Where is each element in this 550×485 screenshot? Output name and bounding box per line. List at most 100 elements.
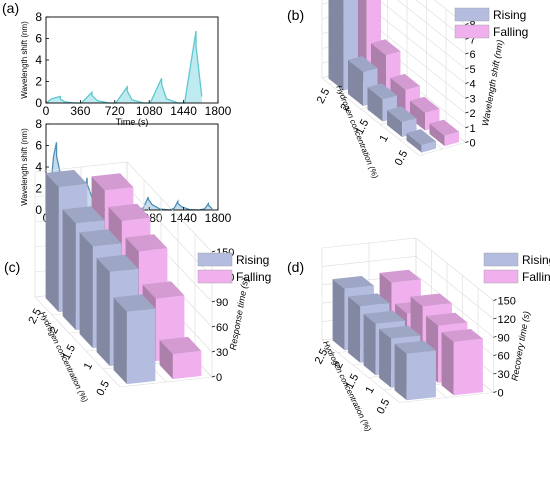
z-tick-label: 60: [498, 351, 510, 363]
category-tick-label: 2: [332, 360, 345, 371]
bar-rising-4-side: [406, 133, 422, 153]
x-tick-label: 1800: [205, 104, 232, 118]
y-tick-label: 2: [35, 75, 42, 89]
bar-falling-0-top: [379, 269, 421, 283]
bar-falling-4-front: [444, 131, 459, 147]
bar-falling-3-side: [410, 100, 426, 131]
bar-rising-2-top: [367, 83, 397, 100]
z-tick-mark: [493, 391, 497, 393]
category-tick-label: 1: [377, 133, 390, 144]
bar-falling-4-top: [429, 119, 459, 136]
z-tick-mark: [465, 37, 469, 40]
z-tick-label: 60: [216, 322, 228, 334]
x-tick-label: 1440: [170, 211, 197, 225]
y-tick-label: 6: [35, 139, 42, 153]
bar-falling-3-top: [142, 281, 185, 299]
bar-falling-4-front: [453, 338, 483, 396]
panel-label-c: (c): [4, 259, 20, 275]
bar-rising-3-top: [96, 254, 139, 272]
bar-rising-2-top: [79, 229, 122, 247]
bar-falling-2-top: [410, 293, 452, 307]
category-tick-label: 2: [338, 102, 351, 113]
y-tick-label: 0: [35, 203, 42, 217]
z-tick-mark: [493, 372, 497, 375]
bar-falling-2-top: [390, 73, 420, 90]
bar-rising-1-top: [348, 56, 378, 73]
bar-rising-4-side: [394, 343, 407, 401]
bar-rising-3-top: [379, 325, 421, 339]
legend-label-rising: Rising: [236, 253, 269, 267]
z-tick-label: 7: [470, 34, 476, 46]
z-tick-mark: [493, 354, 497, 357]
legend-label-falling: Falling: [522, 270, 550, 284]
floor-gridline: [321, 339, 400, 403]
x-axis-label: Time (s): [116, 117, 149, 127]
bar-rising-4-front: [406, 350, 436, 401]
y-tick-label: 2: [35, 182, 42, 196]
z-tick-label: 3: [470, 93, 476, 105]
bar3d-chart-b: 012345678Wavelength shift (nm)2.521.510.…: [315, 0, 528, 180]
bar-rising-1-side: [348, 296, 361, 363]
z-tick-mark: [211, 250, 216, 253]
z-tick-label: 2: [470, 108, 476, 120]
y-tick-label: 4: [35, 160, 42, 174]
floor-gridline: [321, 77, 420, 156]
x-tick-label: 0: [43, 104, 50, 118]
bar-rising-3-side: [387, 110, 403, 138]
bar-rising-1-side: [348, 60, 364, 107]
bar3d-chart-c: 0306090120150Response time (s)2.521.510.…: [26, 161, 271, 404]
z-tick-mark: [465, 52, 469, 55]
z-axis-label: Wavelength shift (nm): [480, 39, 505, 127]
bar-rising-2-top: [363, 310, 405, 324]
bar-rising-3-side: [379, 328, 392, 388]
category-tick-label: 0.5: [393, 149, 411, 168]
bar-falling-3-top: [410, 96, 440, 113]
legend-swatch-falling: [454, 24, 490, 39]
legend-label-rising: Rising: [522, 253, 550, 267]
panel-label-b: (b): [287, 7, 304, 23]
bar-rising-1-top: [62, 206, 105, 224]
x-tick-label: 720: [105, 104, 125, 118]
category-tick-label: 0.5: [94, 379, 112, 398]
bar-falling-3-top: [426, 312, 468, 326]
y-tick-label: 8: [35, 117, 42, 131]
bar-rising-4-top: [394, 340, 436, 354]
wall-gridline: [321, 0, 466, 70]
bar-rising-4-front: [126, 308, 156, 385]
legend-label-falling: Falling: [493, 25, 528, 39]
z-tick-label: 30: [498, 369, 510, 381]
wall-gridline: [415, 0, 466, 40]
bar-rising-4-top: [113, 294, 156, 312]
category-tick-label: 0.5: [375, 397, 393, 416]
z-tick-mark: [465, 82, 469, 84]
z-tick-mark: [493, 335, 497, 338]
legend-label-falling: Falling: [236, 270, 271, 284]
y-axis-label: Wavelength shift (nm): [20, 21, 29, 99]
z-tick-label: 150: [498, 296, 516, 308]
panel-label-d: (d): [287, 259, 304, 275]
bar-falling-1-top: [108, 203, 151, 221]
series-line-a-top: [45, 30, 203, 104]
bar-rising-0-side: [328, 0, 344, 91]
bar-falling-4-side: [441, 332, 454, 396]
legend-label-rising: Rising: [493, 8, 526, 22]
category-tick-label: 1: [82, 361, 95, 372]
z-tick-mark: [465, 111, 469, 114]
bar-rising-3-side: [96, 257, 110, 367]
series-area-fill-a-bottom: [46, 142, 213, 210]
bar-falling-2-top: [125, 234, 168, 252]
z-tick-label: 4: [470, 79, 476, 91]
z-tick-label: 6: [470, 49, 476, 61]
x-tick-label: 1080: [136, 104, 163, 118]
z-tick-label: 0: [216, 372, 222, 384]
bar-falling-0-top: [91, 173, 134, 191]
z-tick-label: 0: [470, 138, 476, 150]
x-tick-label: 360: [70, 104, 90, 118]
bar-rising-2-side: [79, 232, 93, 349]
bar-rising-0-top: [45, 169, 88, 188]
z-tick-label: 5: [470, 64, 476, 76]
bar-rising-2-side: [367, 87, 383, 122]
z-tick-mark: [211, 325, 216, 328]
